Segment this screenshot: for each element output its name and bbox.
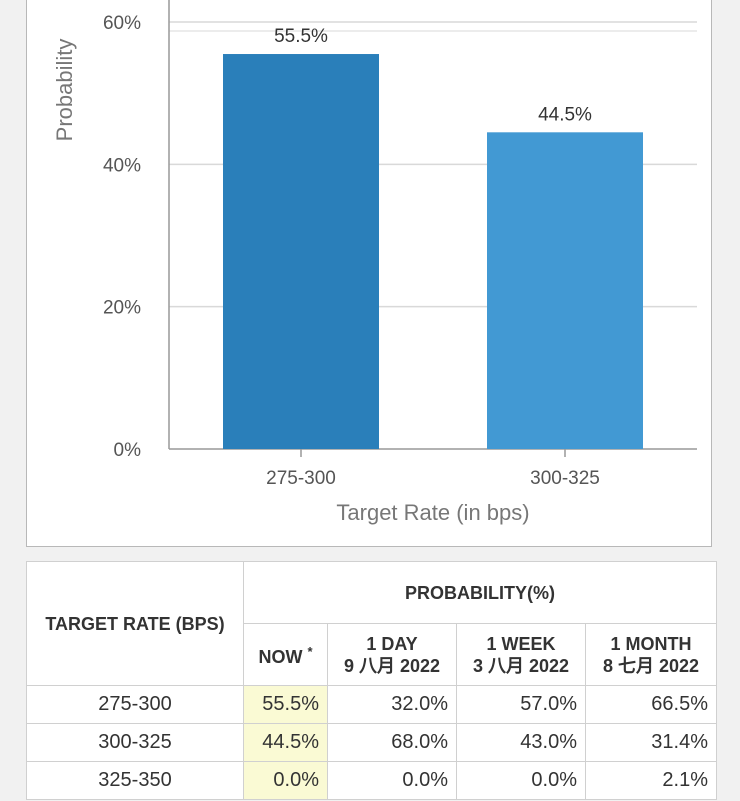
- x-tick-label: 275-300: [266, 468, 336, 489]
- cell-target-rate: 325-350: [26, 761, 244, 800]
- header-now-mark: *: [307, 644, 313, 659]
- cell-1-week: 43.0%: [456, 723, 586, 762]
- cell-target-rate: 300-325: [26, 723, 244, 762]
- header-1-week-date: 3 八月 2022: [472, 655, 570, 676]
- cell-1-month: 2.1%: [585, 761, 717, 800]
- data-label: 44.5%: [538, 104, 592, 125]
- header-1-day-label: 1 DAY: [366, 633, 418, 654]
- header-1-week-label: 1 WEEK: [486, 633, 556, 654]
- y-tick-label: 20%: [103, 298, 141, 319]
- cell-1-day: 0.0%: [327, 761, 457, 800]
- header-1-day-date: 9 八月 2022: [343, 655, 441, 676]
- cell-now: 55.5%: [243, 685, 328, 724]
- probability-table-container: TARGET RATE (BPS) PROBABILITY(%) NOW * 1…: [26, 561, 717, 800]
- x-axis-title: Target Rate (in bps): [336, 500, 529, 525]
- bar: [487, 132, 643, 449]
- header-1-month: 1 MONTH 8 七月 2022: [585, 623, 717, 686]
- cell-1-month: 31.4%: [585, 723, 717, 762]
- cell-1-day: 68.0%: [327, 723, 457, 762]
- header-now-label: NOW: [258, 647, 303, 667]
- y-tick-label: 0%: [114, 440, 142, 461]
- bar: [223, 54, 379, 450]
- y-tick-label: 60%: [103, 13, 141, 34]
- cell-target-rate: 275-300: [26, 685, 244, 724]
- header-1-day: 1 DAY 9 八月 2022: [327, 623, 457, 686]
- header-now: NOW *: [243, 623, 328, 686]
- header-target-rate: TARGET RATE (BPS): [26, 561, 244, 686]
- y-axis-title: Probability: [52, 39, 77, 142]
- y-tick-label: 40%: [103, 155, 141, 176]
- table-row: 275-300 55.5% 32.0% 57.0% 66.5%: [26, 685, 717, 724]
- data-label: 55.5%: [274, 26, 328, 47]
- probability-bar-chart: 0% 20% 40% 60% 55.5% 275-300 44.5% 300-325Targe…: [52, 0, 697, 525]
- table-row: 300-325 44.5% 68.0% 43.0% 31.4%: [26, 723, 717, 762]
- cell-1-week: 0.0%: [456, 761, 586, 800]
- header-1-month-date: 8 七月 2022: [602, 655, 700, 676]
- table-row: 325-350 0.0% 0.0% 0.0% 2.1%: [26, 761, 717, 800]
- chart-panel: 0% 20% 40% 60% 55.5% 275-300 44.5% 300-325 Targe…: [26, 0, 712, 547]
- x-tick-label: 300-325: [530, 468, 600, 489]
- cell-1-week: 57.0%: [456, 685, 586, 724]
- header-1-week: 1 WEEK 3 八月 2022: [456, 623, 586, 686]
- cell-1-month: 66.5%: [585, 685, 717, 724]
- cell-now: 0.0%: [243, 761, 328, 800]
- cell-now: 44.5%: [243, 723, 328, 762]
- header-1-month-label: 1 MONTH: [610, 633, 692, 654]
- probability-table: TARGET RATE (BPS) PROBABILITY(%) NOW * 1…: [26, 561, 717, 800]
- header-probability: PROBABILITY(%): [243, 561, 717, 624]
- cell-1-day: 32.0%: [327, 685, 457, 724]
